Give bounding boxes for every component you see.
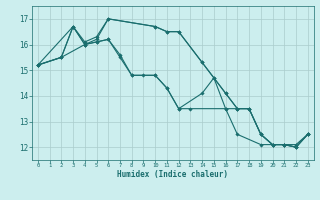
X-axis label: Humidex (Indice chaleur): Humidex (Indice chaleur) [117, 170, 228, 179]
